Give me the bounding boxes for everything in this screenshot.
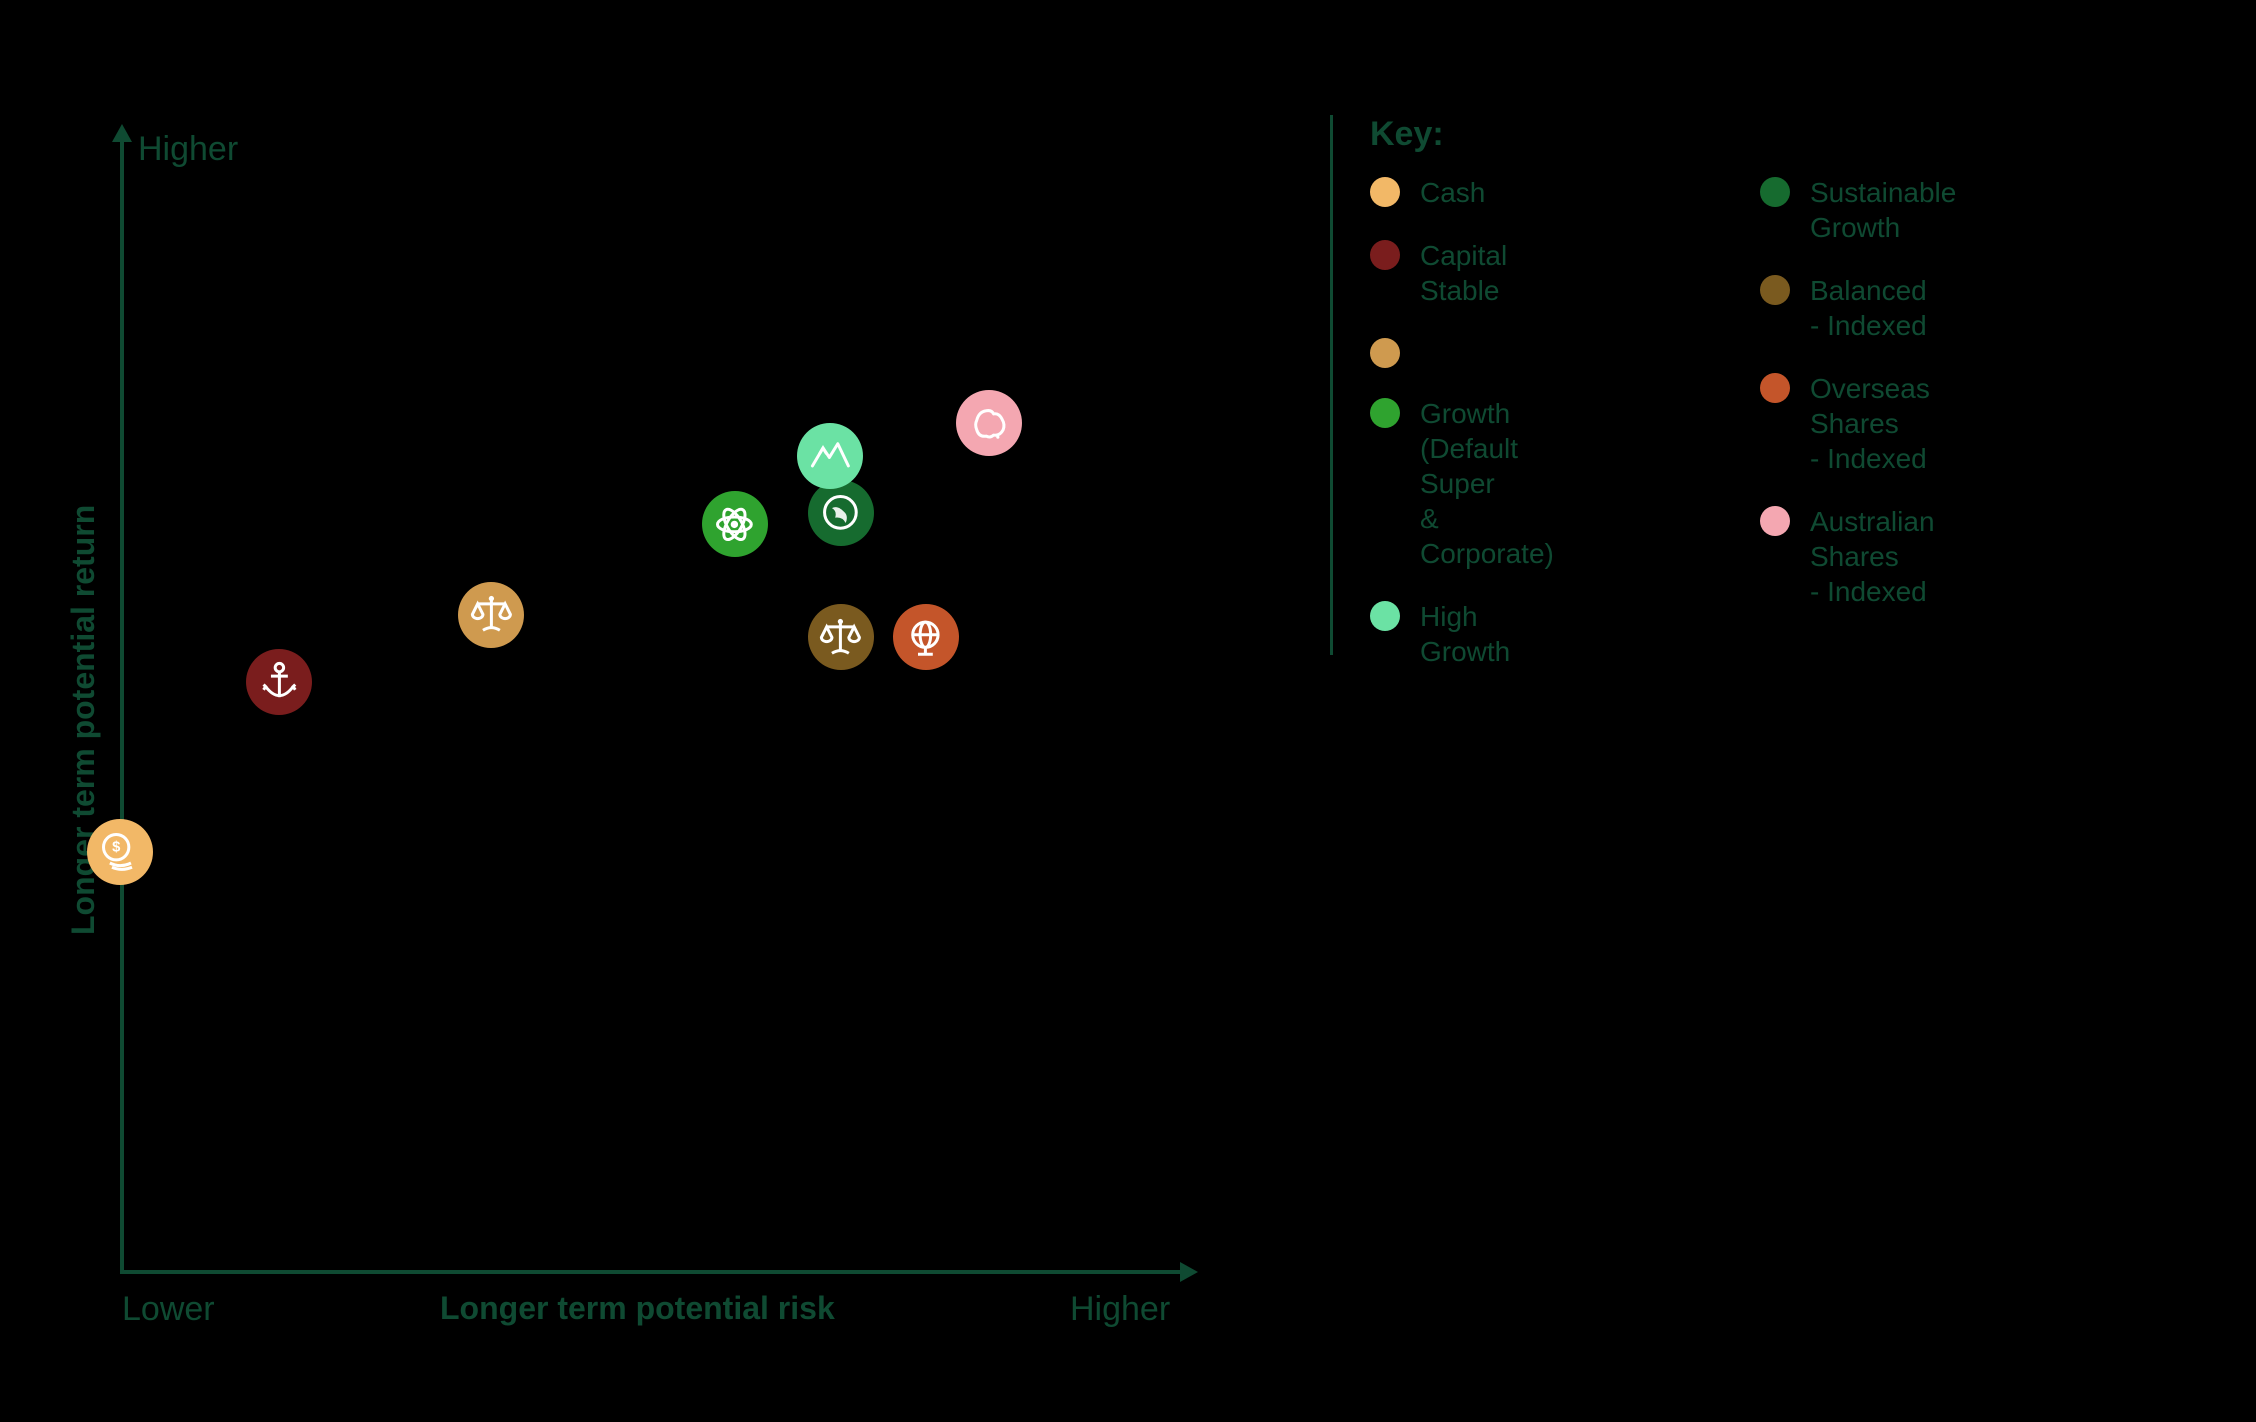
y-axis-arrow-icon: [112, 124, 132, 142]
legend-item: High Growth: [1370, 599, 1554, 669]
legend-label: Overseas Shares - Indexed: [1810, 371, 1956, 476]
legend-swatch: [1370, 177, 1400, 207]
legend-label: Cash: [1420, 175, 1485, 210]
y-axis-high-label: Higher: [138, 130, 238, 169]
point-aus_indexed: [956, 390, 1022, 456]
legend-item: Australian Shares - Indexed: [1760, 504, 1956, 609]
legend-swatch: [1760, 506, 1790, 536]
anchor-icon: [253, 656, 306, 709]
x-axis-arrow-icon: [1180, 1262, 1198, 1282]
x-axis-label: Longer term potential risk: [440, 1290, 835, 1327]
legend-col-1: Sustainable Growth Balanced - Indexed Over…: [1760, 175, 1956, 637]
legend-label: Balanced - Indexed: [1810, 273, 1927, 343]
point-cash: $: [87, 819, 153, 885]
svg-text:$: $: [112, 840, 120, 856]
mountain-icon: [804, 430, 857, 483]
point-growth: [702, 491, 768, 557]
legend-rule: [1330, 115, 1333, 655]
legend-item: Capital Stable: [1370, 238, 1554, 308]
legend-label: Capital Stable: [1420, 238, 1554, 308]
chart-canvas: Longer term potential return Higher Long…: [0, 0, 2256, 1422]
legend-swatch: [1370, 338, 1400, 368]
point-sustainable_growth: [808, 480, 874, 546]
point-balanced_indexed: [808, 604, 874, 670]
x-axis-line: [120, 1270, 1180, 1274]
legend-swatch: [1370, 398, 1400, 428]
legend-item: Sustainable Growth: [1760, 175, 1956, 245]
globe-icon: [899, 611, 952, 664]
x-axis-high-label: Higher: [1070, 1290, 1170, 1329]
y-axis-line: [120, 140, 124, 1270]
atom-icon: [708, 498, 761, 551]
coin-icon: $: [94, 825, 147, 878]
point-high_growth: [797, 423, 863, 489]
legend-swatch: [1760, 275, 1790, 305]
legend-item: Balanced - Indexed: [1760, 273, 1956, 343]
legend-swatch: [1370, 240, 1400, 270]
legend-item: Cash: [1370, 175, 1554, 210]
legend-label: High Growth: [1420, 599, 1554, 669]
legend-label: Sustainable Growth: [1810, 175, 1956, 245]
point-capital_stable: [246, 649, 312, 715]
legend-label: Growth (Default Super & Corporate): [1420, 396, 1554, 571]
australia-icon: [963, 396, 1016, 449]
point-overseas_indexed: [893, 604, 959, 670]
scales-icon: [814, 611, 867, 664]
point-balanced: [458, 582, 524, 648]
legend-col-0: Cash Capital Stable Growth (Default Super …: [1370, 175, 1554, 697]
legend-item: [1370, 336, 1554, 368]
legend-title: Key:: [1370, 115, 1444, 154]
globe-leaf-icon: [814, 486, 867, 539]
legend-swatch: [1760, 373, 1790, 403]
legend-item: Growth (Default Super & Corporate): [1370, 396, 1554, 571]
scales-icon: [465, 588, 518, 641]
legend-item: Overseas Shares - Indexed: [1760, 371, 1956, 476]
legend-label: Australian Shares - Indexed: [1810, 504, 1956, 609]
x-axis-low-label: Lower: [122, 1290, 215, 1329]
legend-swatch: [1370, 601, 1400, 631]
legend-swatch: [1760, 177, 1790, 207]
